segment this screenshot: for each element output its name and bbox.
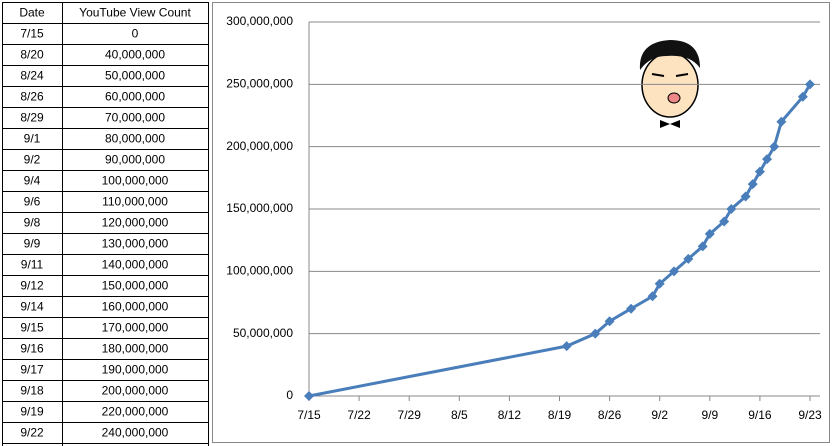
x-tick-label: 8/19 xyxy=(548,408,572,422)
marker xyxy=(776,116,787,127)
marker xyxy=(304,391,314,401)
y-tick-label: 100,000,000 xyxy=(226,264,293,278)
table-cell: 60,000,000 xyxy=(105,90,165,104)
marker xyxy=(626,303,637,314)
table-cell: 9/14 xyxy=(20,300,44,314)
face-icon xyxy=(639,40,700,128)
table-cell: 100,000,000 xyxy=(102,174,169,188)
table-cell: 190,000,000 xyxy=(102,363,169,377)
marker xyxy=(647,291,658,302)
table-cell: 9/19 xyxy=(20,405,44,419)
table-cell: 90,000,000 xyxy=(105,153,165,167)
y-tick-label: 200,000,000 xyxy=(226,139,293,153)
table-cell: 120,000,000 xyxy=(102,216,169,230)
table-cell: 9/16 xyxy=(20,342,44,356)
y-tick-label: 0 xyxy=(286,388,293,402)
marker xyxy=(704,228,715,239)
table-cell: 170,000,000 xyxy=(102,321,169,335)
table-cell: 200,000,000 xyxy=(102,384,169,398)
marker xyxy=(669,266,680,277)
marker xyxy=(683,253,694,264)
y-tick-label: 250,000,000 xyxy=(226,77,293,91)
table-cell: 240,000,000 xyxy=(102,426,169,440)
marker xyxy=(719,216,730,227)
table-cell: 9/2 xyxy=(24,153,41,167)
y-tick-label: 150,000,000 xyxy=(226,201,293,215)
table-cell: 40,000,000 xyxy=(105,48,165,62)
y-tick-label: 300,000,000 xyxy=(226,14,293,28)
marker xyxy=(797,91,808,102)
marker xyxy=(697,241,708,252)
table-cell: 9/17 xyxy=(20,363,44,377)
table-cell: 110,000,000 xyxy=(102,195,168,209)
table-cell: 0 xyxy=(132,27,139,41)
table-cell: 9/15 xyxy=(20,321,44,335)
table-cell: 9/6 xyxy=(24,195,41,209)
x-tick-label: 9/9 xyxy=(701,408,718,422)
table-cell: 130,000,000 xyxy=(102,237,169,251)
x-tick-label: 7/15 xyxy=(297,408,321,422)
table-cell: 9/18 xyxy=(20,384,44,398)
x-tick-label: 8/12 xyxy=(498,408,522,422)
marker xyxy=(726,204,737,214)
marker xyxy=(762,154,773,165)
marker xyxy=(747,179,758,190)
marker xyxy=(754,166,765,177)
table-header: YouTube View Count xyxy=(79,6,191,20)
x-tick-label: 7/29 xyxy=(398,408,422,422)
table-cell: 9/9 xyxy=(24,237,41,251)
table-cell: 140,000,000 xyxy=(102,258,169,272)
x-tick-label: 8/5 xyxy=(451,408,468,422)
marker xyxy=(769,141,780,152)
table-cell: 9/8 xyxy=(24,216,41,230)
table-cell: 8/26 xyxy=(20,90,44,104)
table-cell: 9/4 xyxy=(24,174,41,188)
x-tick-label: 7/22 xyxy=(347,408,371,422)
marker xyxy=(740,191,751,202)
marker xyxy=(590,328,601,339)
table-cell: 9/22 xyxy=(20,426,44,440)
marker xyxy=(561,341,572,352)
table-cell: 7/15 xyxy=(20,27,44,41)
table-cell: 8/20 xyxy=(20,48,44,62)
y-tick-label: 50,000,000 xyxy=(233,326,293,340)
table-cell: 180,000,000 xyxy=(102,342,169,356)
table-cell: 8/29 xyxy=(20,111,44,125)
table-header: Date xyxy=(19,6,45,20)
marker xyxy=(654,278,665,289)
table-cell: 70,000,000 xyxy=(105,111,165,125)
table-cell: 9/12 xyxy=(20,279,44,293)
table-cell: 150,000,000 xyxy=(102,279,169,293)
x-tick-label: 9/23 xyxy=(798,408,822,422)
table-cell: 8/24 xyxy=(20,69,44,83)
marker xyxy=(604,316,615,327)
x-tick-label: 8/26 xyxy=(598,408,622,422)
table-cell: 160,000,000 xyxy=(102,300,169,314)
x-tick-label: 9/2 xyxy=(651,408,668,422)
table-cell: 220,000,000 xyxy=(102,405,169,419)
table-cell: 9/11 xyxy=(21,258,44,272)
x-tick-label: 9/16 xyxy=(748,408,772,422)
chart-frame xyxy=(212,2,830,443)
table-cell: 9/1 xyxy=(24,132,41,146)
marker xyxy=(805,79,815,90)
table-cell: 50,000,000 xyxy=(105,69,165,83)
table-cell: 80,000,000 xyxy=(105,132,165,146)
